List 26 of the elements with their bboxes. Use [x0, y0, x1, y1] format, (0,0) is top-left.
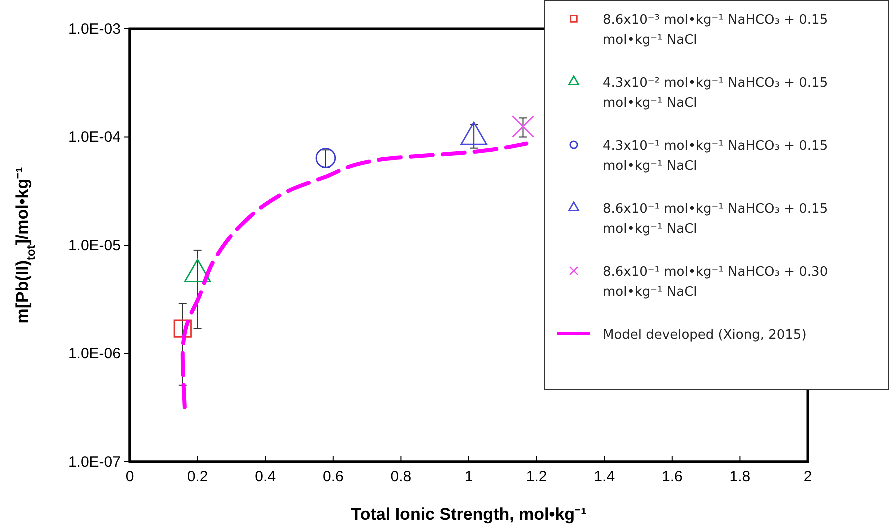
x-tick-label: 1	[464, 468, 474, 486]
x-tick-label: 0.4	[255, 468, 276, 486]
legend-label: 8.6x10⁻³ mol•kg⁻¹ NaHCO₃ + 0.15 mol•kg⁻¹ NaCl	[603, 13, 828, 48]
x-tick-label: 0.8	[390, 468, 412, 486]
y-tick-label: 1.0E-07	[68, 454, 121, 471]
y-tick-label: 1.0E-06	[68, 346, 121, 363]
legend-label: 8.6x10⁻¹ mol•kg⁻¹ NaHCO₃ + 0.15 mol•kg⁻¹ NaCl	[603, 202, 828, 238]
y-tick-label: 1.0E-05	[68, 237, 121, 254]
legend-label: 4.3x10⁻² mol•kg⁻¹ NaHCO₃ + 0.15 mol•kg⁻¹ NaCl	[603, 76, 828, 112]
x-tick-label: 1.4	[594, 468, 616, 486]
x-tick-label: 2	[804, 468, 812, 486]
x-tick-label: 1.8	[730, 468, 751, 486]
x-axis-title: Total Ionic Strength, mol•kg⁻¹	[351, 505, 588, 524]
x-tick-label: 0	[126, 468, 134, 486]
legend-label: Model developed (Xiong, 2015)	[603, 328, 807, 343]
point	[512, 116, 534, 138]
legend-label: 8.6x10⁻¹ mol•kg⁻¹ NaHCO₃ + 0.30 mol•kg⁻¹ NaCl	[603, 265, 828, 300]
y-tick-label: 1.0E-03	[68, 20, 121, 38]
x-tick-label: 0.6	[322, 468, 344, 486]
x-tick-label: 1.6	[662, 468, 683, 486]
point	[316, 148, 336, 168]
x-tick-label: 0.2	[187, 468, 208, 486]
x-tick-label: 1.2	[526, 468, 548, 486]
legend-label: 4.3x10⁻¹ mol•kg⁻¹ NaHCO₃ + 0.15 mol•kg⁻¹ NaCl	[603, 139, 828, 174]
y-tick-label: 1.0E-04	[68, 129, 121, 146]
point	[174, 320, 192, 338]
